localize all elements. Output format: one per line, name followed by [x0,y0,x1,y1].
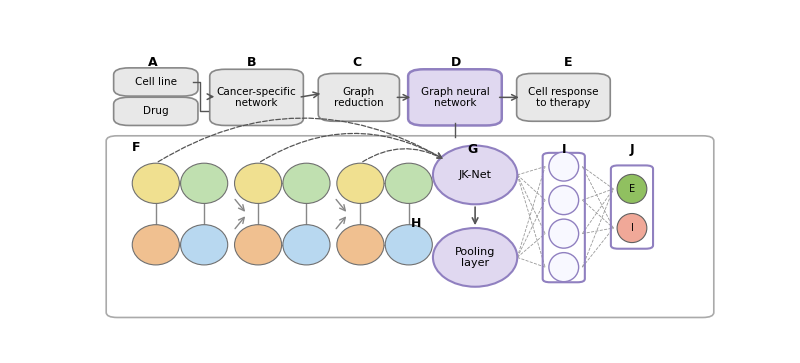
Text: Graph
reduction: Graph reduction [334,86,384,108]
Text: JK-Net: JK-Net [458,170,491,180]
Text: G: G [467,143,477,156]
Ellipse shape [433,146,518,204]
Text: B: B [247,56,257,69]
Text: Cell response
to therapy: Cell response to therapy [528,86,598,108]
Ellipse shape [549,253,578,282]
Ellipse shape [337,225,384,265]
Text: F: F [132,142,140,154]
FancyBboxPatch shape [517,73,610,121]
Ellipse shape [549,152,578,181]
Text: Graph neural
network: Graph neural network [421,86,490,108]
Ellipse shape [132,163,179,203]
Ellipse shape [433,228,518,287]
Text: E: E [564,56,572,69]
FancyBboxPatch shape [114,68,198,96]
FancyBboxPatch shape [408,69,502,126]
Text: I: I [630,223,634,233]
Ellipse shape [181,163,228,203]
Ellipse shape [549,185,578,215]
Ellipse shape [283,225,330,265]
Text: I: I [562,143,566,156]
Text: Cancer-specific
network: Cancer-specific network [217,86,297,108]
Text: D: D [451,56,462,69]
Ellipse shape [132,225,179,265]
Ellipse shape [617,213,647,242]
Text: J: J [630,143,634,156]
Text: Drug: Drug [143,106,169,116]
Ellipse shape [549,219,578,248]
Ellipse shape [283,163,330,203]
Text: Pooling
layer: Pooling layer [455,246,495,268]
Text: Cell line: Cell line [134,77,177,87]
Ellipse shape [386,225,432,265]
Text: A: A [148,56,158,69]
Text: E: E [629,184,635,194]
FancyBboxPatch shape [318,73,399,121]
Text: H: H [411,217,422,230]
Ellipse shape [617,174,647,203]
FancyBboxPatch shape [210,69,303,126]
Ellipse shape [386,163,432,203]
Ellipse shape [234,225,282,265]
Ellipse shape [181,225,228,265]
Ellipse shape [234,163,282,203]
FancyBboxPatch shape [114,97,198,126]
Ellipse shape [337,163,384,203]
Text: C: C [353,56,362,69]
